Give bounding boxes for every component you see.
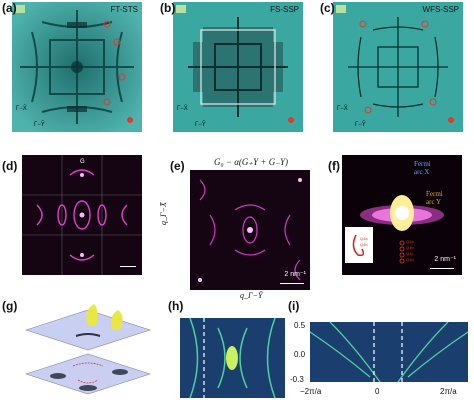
- fermi-y-line2: arc Y: [426, 198, 442, 206]
- panel-e-xlabel: q_Γ−Ȳ: [240, 291, 263, 300]
- band-schematic: [25, 304, 151, 395]
- panel-a-axis-v: Γ−X̄: [16, 106, 27, 112]
- qpi-map-d: [22, 155, 142, 275]
- q-tag-3: Q1c: [406, 251, 414, 256]
- panel-e-formula: G₀ − α(G₊Y + G₋Y): [214, 157, 289, 167]
- qpi-map-e: [198, 178, 302, 282]
- panel-b-label: (b): [160, 1, 176, 15]
- q-tag-1: Q1a: [406, 239, 414, 244]
- panel-d-q-label: G: [80, 159, 85, 165]
- fermi-arc-map: [345, 195, 444, 264]
- wfs-ssp-map: [333, 2, 463, 132]
- panel-i-ytick-3: -0.3: [290, 375, 304, 384]
- panel-h-label: (h): [168, 299, 184, 313]
- panel-b-axis-v: Γ−X̄: [177, 106, 188, 112]
- panel-e-scale-bar: [280, 282, 304, 284]
- panel-a-axis-h: Γ−Ȳ: [34, 122, 45, 128]
- panel-f-scale-bar: [430, 267, 454, 269]
- panel-c-axis-v: Γ−X̄: [337, 106, 348, 112]
- panel-g-label: (g): [2, 299, 18, 313]
- panel-c-title: WFS-SSP: [422, 5, 459, 14]
- panel-a-ft-sts: FT-STS Γ−X̄ Γ−Ȳ: [12, 2, 142, 132]
- panel-e-ylabel: q_Γ−X̄: [159, 202, 168, 225]
- panel-i-xtick-3: 2π/a: [440, 387, 457, 396]
- panel-e-scale-label: 2 nm⁻¹: [284, 271, 306, 278]
- panel-f-fermi: Fermi arc X Fermi arc Y Q1a Q1b Q1c Q1d …: [342, 155, 462, 275]
- panel-i-ytick-2: 0.0: [294, 350, 306, 359]
- panel-e-label: (e): [170, 159, 185, 173]
- panel-d-qpi: G: [22, 155, 142, 275]
- panel-c-axis-h: Γ−Ȳ: [355, 122, 366, 128]
- q-tag-2: Q1b: [406, 245, 414, 250]
- inset-tag-2: Q4b: [360, 242, 368, 247]
- panel-c-label: (c): [320, 1, 335, 15]
- panel-i-label: (i): [288, 299, 300, 313]
- panel-h-band-map: [180, 318, 285, 398]
- q-markers: [103, 20, 126, 106]
- panel-c-wfs-ssp: WFS-SSP Γ−X̄ Γ−Ȳ: [333, 2, 463, 132]
- fermi-y-line1: Fermi: [426, 190, 443, 198]
- panel-b-fs-ssp: FS-SSP Γ−X̄ Γ−Ȳ: [173, 2, 303, 132]
- panel-i-xtick-2: 0: [375, 387, 380, 396]
- q-markers: [359, 20, 437, 114]
- panel-a-label: (a): [2, 1, 17, 15]
- panel-i-ytick-1: 0.5: [294, 321, 306, 330]
- band-map-h: [180, 318, 285, 398]
- inset-tag-1: Q4a: [360, 236, 368, 241]
- fermi-x-line2: arc X: [414, 168, 430, 176]
- dispersion-map: [310, 322, 468, 382]
- ft-sts-map: [12, 2, 142, 132]
- panel-f-label: (f): [328, 159, 340, 173]
- panel-i-dispersion: [310, 322, 468, 382]
- panel-a-title: FT-STS: [110, 5, 138, 14]
- panel-i-xtick-1: −2π/a: [300, 387, 322, 396]
- panel-b-axis-h: Γ−Ȳ: [195, 122, 206, 128]
- panel-e-qpi: 2 nm⁻¹: [190, 170, 310, 290]
- q-tag-4: Q1d: [406, 257, 414, 262]
- fermi-x-line1: Fermi: [414, 160, 431, 168]
- fs-ssp-map: [173, 2, 303, 132]
- panel-f-scale-label: 2 nm⁻¹: [434, 256, 456, 263]
- panel-b-title: FS-SSP: [270, 5, 299, 14]
- panel-g-band-schematic: [18, 300, 158, 404]
- panel-d-scale-bar: [120, 265, 136, 267]
- panel-d-label: (d): [2, 159, 18, 173]
